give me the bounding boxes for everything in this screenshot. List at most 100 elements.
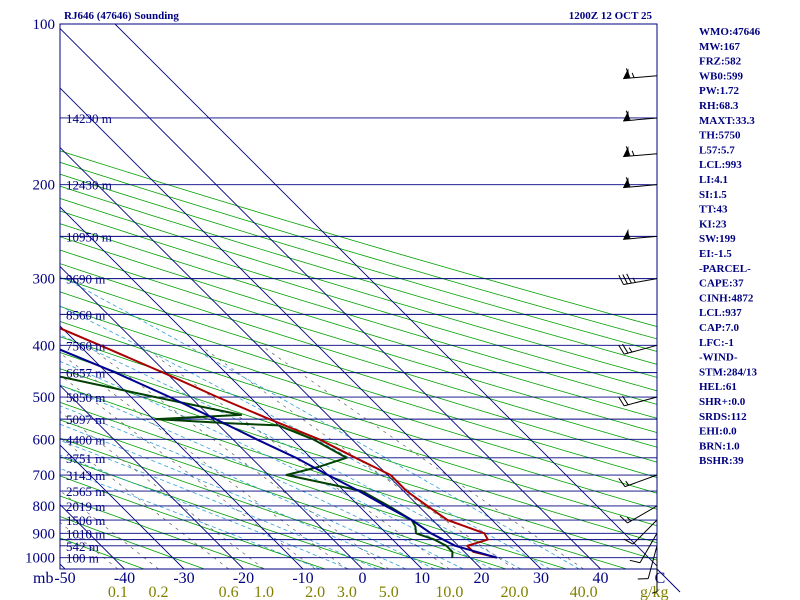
height-label: 7560 m [66,338,105,353]
mixing-ratio-line [60,437,229,569]
pressure-label: 800 [33,499,56,515]
height-label: 1010 m [66,526,105,541]
index-line: MW:167 [699,41,740,53]
dry-adiabat [60,150,657,327]
wind-barb [623,519,658,545]
mixing-ratio-label: 5.0 [379,584,399,600]
parcel-profile [60,348,498,559]
index-line: L57:5.7 [699,144,735,156]
dry-adiabat [60,305,657,494]
mixing-ratio-line [260,345,584,569]
index-line: CINH:4872 [699,292,754,304]
wind-barb [618,343,658,355]
pressure-label: 100 [33,17,56,33]
isotherm-line [60,503,125,569]
index-line: LI:4.1 [699,174,728,186]
moist-adiabat [60,275,580,569]
temperature-tick-label: -50 [54,570,75,587]
height-label: 8560 m [66,307,105,322]
height-label: 14230 m [66,111,112,126]
temperature-tick-label: -30 [173,570,194,587]
mixing-ratio-line [60,521,119,569]
index-line: KI:23 [699,218,727,230]
dry-adiabat [60,495,265,569]
pressure-label: 200 [33,178,56,194]
temperature-tick-label: 10 [414,570,430,587]
pressure-label: 900 [33,526,56,542]
dry-adiabat [60,401,567,569]
isotherm-line [60,27,601,569]
height-label: 100 m [66,551,99,566]
wind-barb [618,474,658,488]
isotherm-line [60,384,244,569]
background-grid [60,24,657,569]
index-line: SHR+:0.0 [699,396,746,408]
dry-adiabat [60,516,205,569]
wind-barb [623,68,658,80]
dry-adiabat [60,210,657,392]
dry-adiabat [60,161,657,340]
pressure-label: 1000 [25,551,55,567]
isotherm-line [60,146,482,569]
wind-barb [623,146,658,158]
pressure-label: 400 [33,338,56,354]
wind-barb [618,395,658,407]
height-label: 3751 m [66,451,105,466]
temperature-tick-label: -10 [292,570,313,587]
dry-adiabat [60,437,446,569]
dry-adiabat [60,368,657,561]
mixing-ratio-label: 3.0 [337,584,357,600]
pressure-label: 700 [33,468,56,484]
index-line: MAXT:33.3 [699,115,755,127]
wind-barb [618,273,658,286]
wind-barb [623,228,658,240]
index-line: WMO:47646 [699,26,761,38]
wind-barb [623,177,658,189]
mixing-ratio-label: 2.0 [305,584,325,600]
index-line: -PARCEL- [699,263,751,275]
temperature-tick-label: -20 [233,570,254,587]
pressure-label: 600 [33,432,56,448]
wind-barb [651,557,658,594]
height-label: 1506 m [66,513,105,528]
height-label: 5850 m [66,390,105,405]
dry-adiabat [60,198,657,378]
index-line: -WIND- [699,352,738,364]
index-line: EHI:0.0 [699,426,737,438]
isotherm-line [60,206,423,569]
index-line: BRN:1.0 [699,440,740,452]
moist-adiabat [60,360,493,569]
index-line: HEL:61 [699,381,737,393]
mixing-ratio-label: 0.1 [108,584,128,600]
wind-barb [629,533,658,564]
dry-adiabat [60,475,326,569]
plot-frame [59,23,658,570]
wind-barbs [618,68,658,594]
index-line: RH:68.3 [699,100,739,112]
temperature-tick-label: C [655,570,666,587]
temperature-tick-label: 30 [533,570,549,587]
isotherm-line [60,563,66,569]
index-line: BSHR:39 [699,455,744,467]
dry-adiabat [60,456,386,569]
dry-adiabat [60,291,657,478]
wind-barb [623,110,658,122]
mixing-ratio-line [60,490,159,569]
height-label: 3143 m [66,468,105,483]
index-line: STM:284/13 [699,366,758,378]
mixing-ratio-label: 10.0 [435,584,463,600]
mixing-ratio-line [60,374,316,569]
mixing-ratio-label: 1.0 [254,584,274,600]
height-label: 542 m [66,539,99,554]
height-label: 4400 m [66,432,105,447]
index-line: TH:5750 [699,130,741,142]
height-label: 9690 m [66,272,105,287]
temperature-tick-label: -40 [114,570,135,587]
chart-datetime: 1200Z 12 OCT 25 [569,10,653,22]
wind-barb [619,505,658,524]
index-line: LCL:937 [699,307,742,319]
index-line: SI:1.5 [699,189,727,201]
index-line: LFC:-1 [699,337,734,349]
